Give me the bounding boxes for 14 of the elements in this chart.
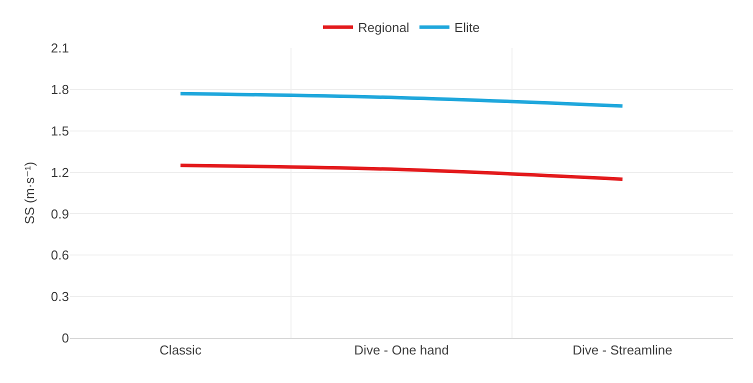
x-tick-label: Dive - One hand [354,342,449,358]
y-tick-label: 1.8 [50,82,69,97]
y-tick-label: 0.6 [50,248,69,263]
legend-label: Elite [454,20,480,36]
y-tick-label: 0.3 [50,289,69,304]
y-tick-label: 2.1 [50,40,69,56]
y-tick-label: 1.2 [50,164,69,180]
legend-label: Regional [358,20,410,36]
y-tick-label: 0 [62,330,69,346]
x-tick-label: Dive - Streamline [572,342,672,358]
y-tick-label: 0.9 [50,206,69,222]
y-axis-title: SS (m·s⁻¹) [22,162,37,224]
y-tick-label: 1.5 [50,123,69,138]
x-tick-label: Classic [160,342,202,358]
